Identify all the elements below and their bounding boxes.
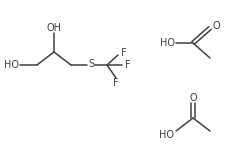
Text: OH: OH bbox=[46, 23, 61, 33]
Text: F: F bbox=[113, 78, 118, 88]
Text: HO: HO bbox=[159, 38, 174, 48]
Text: F: F bbox=[120, 48, 126, 58]
Text: S: S bbox=[88, 59, 94, 69]
Text: HO: HO bbox=[4, 60, 19, 70]
Text: F: F bbox=[124, 60, 130, 70]
Text: HO: HO bbox=[158, 130, 173, 140]
Text: O: O bbox=[212, 21, 220, 31]
Text: O: O bbox=[188, 93, 196, 103]
